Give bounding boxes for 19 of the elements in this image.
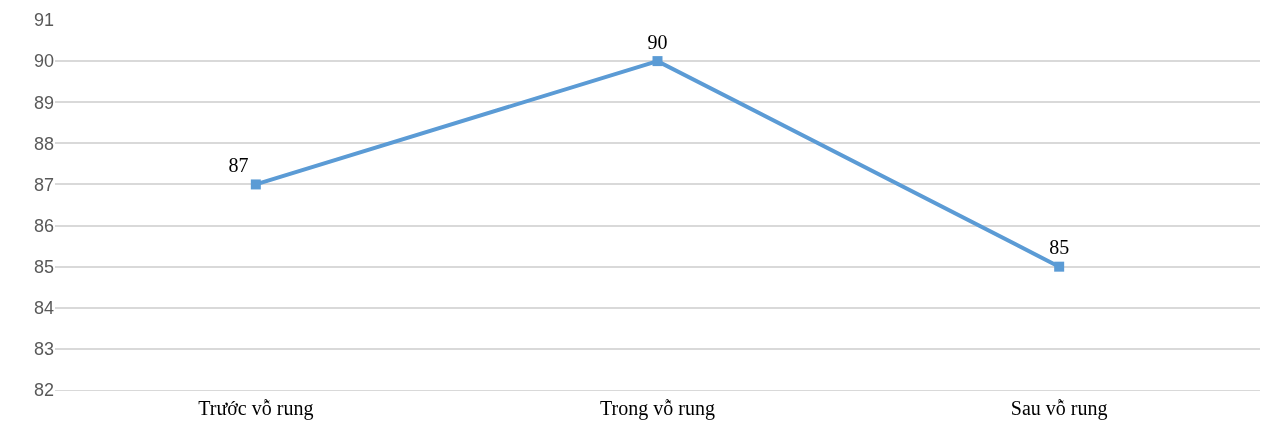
y-tick-label: 88 [33, 133, 54, 154]
point [1054, 261, 1065, 272]
x-tick-label: Sau vỗ rung [1010, 397, 1108, 420]
data-label: 90 [647, 30, 668, 53]
y-tick-label: 84 [33, 298, 54, 319]
data-label: 87 [228, 154, 249, 177]
point [250, 179, 261, 190]
y-tick-label: 89 [33, 92, 54, 113]
data-label: 85 [1049, 236, 1070, 259]
y-tick-label: 82 [33, 380, 54, 401]
point [652, 56, 663, 67]
y-tick-label: 91 [33, 10, 54, 31]
x-tick-label: Trước vỗ rung [198, 397, 314, 420]
y-tick-label: 87 [33, 174, 54, 195]
y-tick-label: 90 [33, 51, 54, 72]
x-tick-label: Trong vỗ rung [600, 397, 715, 420]
y-tick-label: 83 [33, 339, 54, 360]
y-tick-label: 86 [33, 215, 54, 236]
y-tick-label: 85 [33, 256, 54, 277]
